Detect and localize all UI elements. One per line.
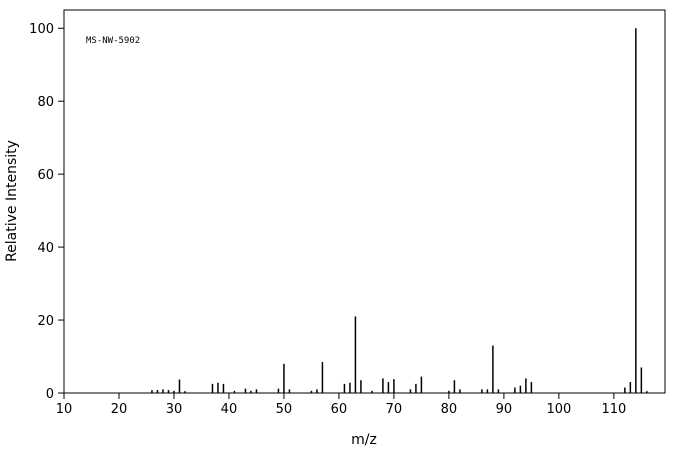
x-tick-label: 20 [111, 402, 128, 417]
y-tick-label: 80 [37, 95, 54, 110]
x-tick-label: 80 [441, 402, 458, 417]
x-tick-label: 70 [386, 402, 403, 417]
y-tick-label: 0 [46, 387, 54, 402]
y-tick-label: 100 [29, 22, 54, 37]
x-tick-label: 10 [56, 402, 73, 417]
annotation: MS-NW-5902 [86, 36, 140, 46]
y-axis-label: Relative Intensity [4, 140, 20, 262]
x-axis-label: m/z [351, 432, 377, 448]
x-tick-label: 100 [546, 402, 571, 417]
x-tick-label: 50 [276, 402, 293, 417]
x-tick-label: 60 [331, 402, 348, 417]
y-tick-label: 20 [37, 314, 54, 329]
x-tick-label: 90 [496, 402, 513, 417]
plot-frame [63, 9, 666, 394]
y-tick-label: 60 [37, 168, 54, 183]
y-tick-label: 40 [37, 241, 54, 256]
x-tick-label: 30 [166, 402, 183, 417]
x-tick-label: 40 [221, 402, 238, 417]
x-tick-label: 110 [601, 402, 626, 417]
